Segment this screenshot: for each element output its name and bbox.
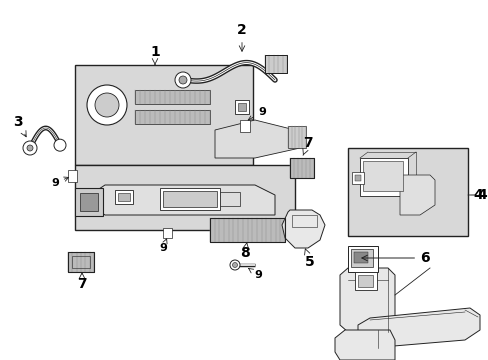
Bar [163, 191, 217, 207]
Bar [238, 103, 245, 111]
Text: 7: 7 [302, 136, 312, 156]
Text: 7: 7 [77, 273, 87, 291]
Text: 4: 4 [467, 188, 482, 202]
Text: 5: 5 [304, 249, 314, 269]
Circle shape [54, 139, 66, 151]
Text: 6: 6 [361, 251, 429, 265]
Bar [80, 193, 98, 211]
Circle shape [179, 76, 186, 84]
Bar [240, 120, 249, 132]
Text: 9: 9 [159, 239, 167, 253]
Bar [135, 90, 209, 104]
Bar [264, 55, 286, 73]
Circle shape [23, 141, 37, 155]
Text: 1: 1 [150, 45, 160, 64]
Polygon shape [334, 330, 394, 360]
Text: 2: 2 [237, 23, 246, 51]
Bar [350, 249, 372, 267]
Bar [220, 192, 240, 206]
Bar [291, 215, 316, 227]
Bar [362, 161, 402, 191]
Bar [354, 175, 360, 181]
Text: 8: 8 [240, 243, 249, 260]
Bar [135, 110, 209, 124]
Bar [163, 228, 172, 238]
Circle shape [27, 145, 33, 151]
Bar [287, 126, 305, 148]
Bar [359, 158, 407, 196]
Bar [209, 218, 285, 242]
Text: 9: 9 [51, 177, 68, 188]
Bar [160, 188, 220, 210]
Text: 4: 4 [476, 188, 486, 202]
Bar [354, 272, 376, 290]
Bar [347, 246, 377, 272]
Text: 3: 3 [13, 115, 26, 137]
Bar [75, 165, 294, 230]
Bar [68, 252, 94, 272]
Circle shape [87, 85, 127, 125]
Circle shape [229, 260, 240, 270]
Bar [75, 188, 103, 216]
Polygon shape [282, 210, 325, 248]
Polygon shape [215, 120, 299, 158]
Bar [68, 170, 77, 182]
Circle shape [95, 93, 119, 117]
Bar [118, 193, 130, 201]
Text: 9: 9 [248, 269, 262, 280]
Circle shape [232, 262, 237, 267]
Bar [68, 252, 94, 272]
Bar [72, 256, 90, 268]
Bar [347, 148, 467, 236]
Bar [351, 172, 363, 184]
Bar [289, 158, 313, 178]
Circle shape [175, 72, 191, 88]
Text: 9: 9 [248, 107, 265, 120]
Bar [357, 275, 372, 287]
Bar [353, 252, 367, 263]
Polygon shape [399, 175, 434, 215]
Bar [235, 100, 248, 114]
Bar [115, 190, 133, 204]
Polygon shape [339, 268, 394, 332]
Bar [209, 218, 285, 242]
Bar [289, 158, 313, 178]
Bar [75, 65, 252, 165]
Bar [264, 55, 286, 73]
Polygon shape [90, 185, 274, 215]
Polygon shape [357, 308, 479, 348]
